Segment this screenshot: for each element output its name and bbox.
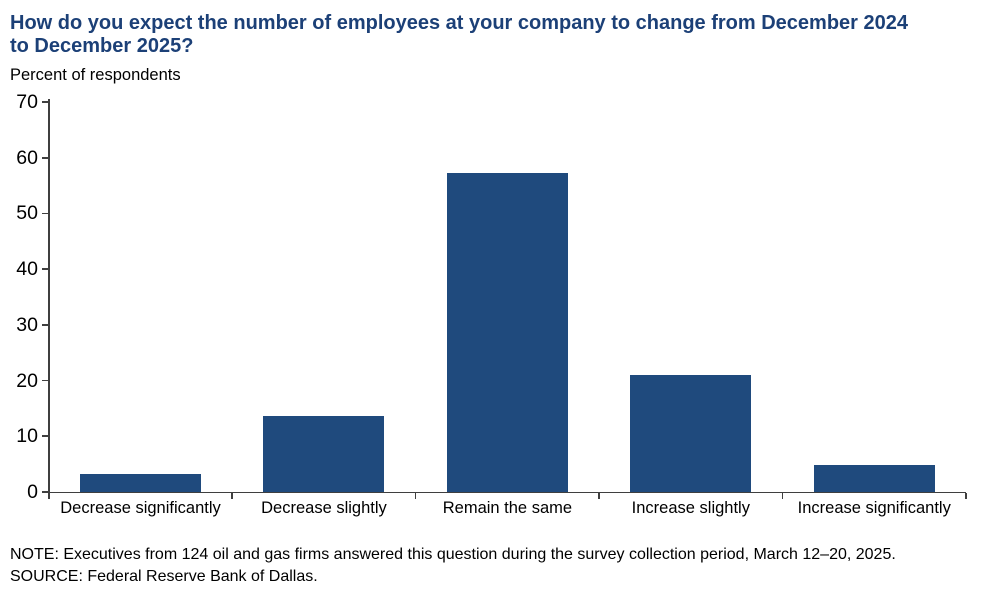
y-tick-label: 50 — [16, 202, 38, 225]
y-axis-tick — [41, 324, 49, 326]
y-axis-tick — [41, 379, 49, 382]
x-axis-line — [42, 491, 966, 494]
y-axis-line — [48, 99, 50, 493]
x-axis-tick — [598, 493, 600, 499]
y-tick-label: 30 — [16, 313, 38, 336]
x-axis-tick — [965, 493, 967, 499]
y-axis-tick — [41, 491, 49, 493]
bar-increase-slightly — [630, 375, 752, 492]
chart-title-line1: How do you expect the number of employee… — [10, 12, 909, 34]
y-axis-unit-label: Percent of respondents — [10, 66, 181, 84]
y-tick-label: 60 — [16, 146, 38, 169]
x-category-label-increase-slightly: Increase slightly — [631, 499, 750, 517]
bar-decrease-slightly — [263, 415, 385, 492]
x-axis-tick — [414, 493, 417, 499]
x-category-label-increase-significantly: Increase significantly — [797, 499, 951, 517]
y-tick-label: 40 — [16, 258, 38, 281]
bar-decrease-significantly — [80, 474, 202, 492]
y-tick-label: 70 — [16, 91, 38, 113]
bar-increase-significantly — [813, 465, 935, 492]
x-category-label-decrease-slightly: Decrease slightly — [261, 499, 387, 517]
y-tick-label: 0 — [27, 481, 38, 503]
note-text: NOTE: Executives from 124 oil and gas fi… — [10, 546, 896, 563]
bar-remain-the-same — [446, 172, 568, 492]
x-axis-tick — [231, 493, 234, 499]
footnotes: NOTE: Executives from 124 oil and gas fi… — [10, 544, 896, 587]
x-axis-tick — [48, 493, 50, 499]
y-tick-label: 10 — [16, 425, 38, 448]
x-category-label-remain-the-same: Remain the same — [442, 499, 573, 517]
chart-title-line2: to December 2025? — [10, 35, 194, 57]
x-axis-tick — [781, 493, 784, 499]
x-category-label-decrease-significantly: Decrease significantly — [60, 499, 221, 517]
y-axis-tick — [41, 435, 49, 438]
y-axis-tick — [41, 212, 49, 215]
chart-title: How do you expect the number of employee… — [10, 12, 1000, 58]
y-axis-tick — [41, 101, 49, 103]
y-tick-label: 20 — [16, 369, 38, 392]
source-text: SOURCE: Federal Reserve Bank of Dallas. — [10, 567, 318, 585]
y-axis-tick — [41, 156, 49, 159]
y-axis-tick — [41, 268, 49, 270]
